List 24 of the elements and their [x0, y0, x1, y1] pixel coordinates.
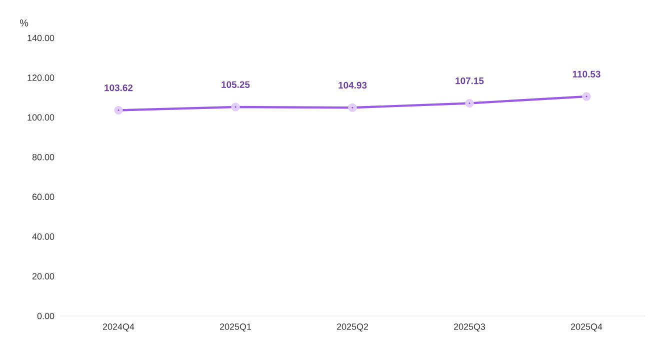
point — [465, 98, 474, 108]
y-tick-label: 100.00 — [28, 114, 54, 121]
y-axis-title: % — [20, 20, 28, 26]
data-label: 107.15 — [456, 77, 484, 84]
y-tick-label: 0.00 — [37, 312, 54, 320]
data-label: 104.93 — [338, 82, 367, 89]
x-tick-label: 2025Q3 — [454, 324, 486, 332]
y-tick-label: 120.00 — [28, 74, 54, 81]
y-tick-label: 60.00 — [32, 194, 54, 200]
data-label: 103.62 — [104, 84, 133, 92]
y-tick-label: 80.00 — [32, 154, 54, 160]
y-tick-label: 40.00 — [32, 233, 54, 240]
x-tick-label: 2025Q2 — [337, 324, 368, 332]
point — [582, 92, 591, 101]
x-tick-label: 2025Q1 — [220, 324, 252, 332]
x-tick-label: 2024Q4 — [103, 324, 134, 332]
x-tick-label: 2025Q4 — [571, 324, 602, 332]
y-tick-label: 140.00 — [28, 34, 54, 42]
point — [348, 103, 357, 112]
data-label: 110.53 — [572, 70, 600, 78]
point — [231, 102, 240, 112]
point — [114, 106, 123, 115]
data-label: 105.25 — [222, 81, 250, 88]
y-tick-label: 20.00 — [32, 273, 54, 280]
